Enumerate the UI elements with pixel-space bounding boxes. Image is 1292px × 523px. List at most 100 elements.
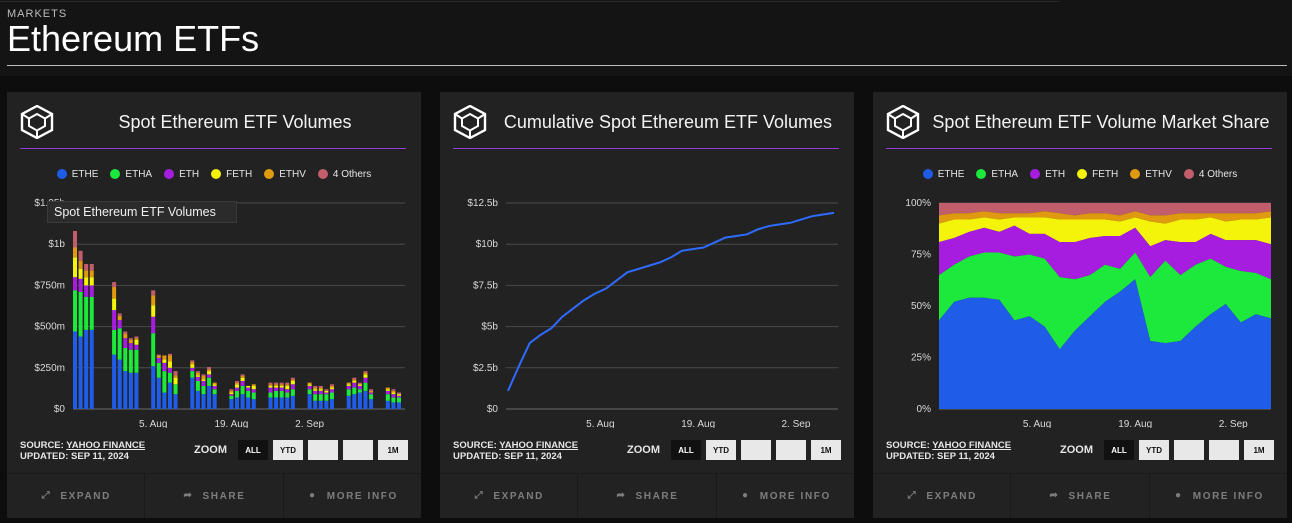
zoom-button[interactable]: [776, 440, 806, 460]
x-tick-label: 2. Sep: [782, 419, 811, 428]
bar-segment: [84, 296, 89, 330]
bar-segment: [134, 336, 139, 339]
share-icon: ➦: [1049, 490, 1060, 501]
bar-segment: [167, 355, 172, 362]
bar-segment: [352, 379, 357, 381]
share-label: SHARE: [202, 490, 246, 502]
bar-segment: [195, 390, 200, 409]
zoom-button[interactable]: ALL: [238, 440, 268, 460]
more-info-button[interactable]: ● MORE INFO: [717, 474, 854, 518]
bar-segment: [201, 379, 206, 381]
bar-segment: [89, 277, 94, 286]
zoom-button[interactable]: YTD: [706, 440, 736, 460]
source-link[interactable]: YAHOO FINANCE: [932, 440, 1012, 451]
bar-segment: [112, 310, 117, 330]
bar-segment: [346, 385, 351, 390]
bar-segment: [112, 298, 117, 311]
bar-segment: [251, 399, 256, 409]
bar-segment: [212, 394, 217, 409]
bar-segment: [190, 371, 195, 378]
bar-segment: [290, 380, 295, 385]
bar-segment: [123, 338, 128, 349]
zoom-button[interactable]: [741, 440, 771, 460]
bar-segment: [246, 387, 251, 391]
share-button[interactable]: ➦ SHARE: [578, 474, 717, 518]
zoom-button[interactable]: [343, 440, 373, 460]
expand-button[interactable]: ⤢ EXPAND: [7, 474, 146, 518]
bar-segment: [369, 392, 374, 395]
bar-segment: [324, 390, 329, 393]
title-rule: [7, 65, 1287, 66]
bar-segment: [363, 382, 368, 391]
chart-plot: $0 $2.5b $5b $7.5b $10b $12.5b 5. Aug 19. Aug 2.…: [467, 198, 838, 428]
card-title: Spot Ethereum ETF Volumes: [118, 112, 352, 132]
bar-segment: [279, 397, 284, 409]
bar-segment: [290, 377, 295, 380]
legend-item[interactable]: FETH: [211, 166, 252, 182]
bar-segment: [156, 354, 161, 356]
bar-segment: [240, 376, 245, 378]
updated-date: UPDATED: SEP 11, 2024: [886, 451, 995, 462]
legend-item[interactable]: ETHE: [56, 166, 98, 182]
legend-item[interactable]: ETH: [1030, 166, 1065, 182]
bar-segment: [285, 384, 290, 386]
legend-item[interactable]: ETHA: [110, 166, 152, 182]
zoom-button[interactable]: YTD: [273, 440, 303, 460]
bar-segment: [84, 285, 89, 297]
more-info-button[interactable]: ● MORE INFO: [1150, 474, 1287, 518]
legend-item[interactable]: ETHV: [1130, 166, 1172, 182]
zoom-button[interactable]: YTD: [1139, 440, 1169, 460]
bar-segment: [84, 263, 89, 271]
zoom-button[interactable]: [1174, 440, 1204, 460]
source-link[interactable]: YAHOO FINANCE: [499, 440, 579, 451]
legend-label: FETH: [1092, 168, 1119, 180]
bar-segment: [78, 291, 83, 337]
zoom-controls: ZOOM ALL YTD 1M: [194, 440, 408, 460]
legend-item[interactable]: ETHA: [976, 166, 1018, 182]
legend-item[interactable]: 4 Others: [1183, 166, 1237, 182]
cube-logo-icon: [886, 105, 920, 139]
zoom-button[interactable]: ALL: [1104, 440, 1134, 460]
bar-segment: [89, 329, 94, 409]
bar-segment: [117, 313, 122, 316]
bar-segment: [173, 371, 178, 376]
share-button[interactable]: ➦ SHARE: [145, 474, 284, 518]
bar-segment: [391, 397, 396, 403]
bar-segment: [128, 339, 133, 344]
legend-item[interactable]: FETH: [1077, 166, 1118, 182]
bar-segment: [73, 290, 77, 332]
area-series: [939, 279, 1271, 409]
zoom-button[interactable]: 1M: [811, 440, 841, 460]
bar-segment: [385, 394, 390, 401]
source-link[interactable]: YAHOO FINANCE: [66, 440, 146, 451]
source-info: SOURCE: YAHOO FINANCE UPDATED: SEP 11, 2…: [886, 440, 1011, 462]
legend-dot-icon: [1030, 169, 1041, 179]
expand-button[interactable]: ⤢ EXPAND: [440, 474, 579, 518]
x-tick-label: 2. Sep: [295, 419, 324, 428]
bar-segment: [329, 387, 334, 390]
area-series: [939, 211, 1271, 224]
legend-item[interactable]: ETH: [164, 166, 199, 182]
bar-segment: [73, 231, 77, 248]
bar-segment: [190, 362, 195, 365]
x-tick-label: 2. Sep: [1219, 419, 1248, 428]
zoom-button[interactable]: [1209, 440, 1239, 460]
legend-item[interactable]: ETHV: [264, 166, 306, 182]
legend-item[interactable]: 4 Others: [317, 166, 371, 182]
zoom-button[interactable]: 1M: [378, 440, 408, 460]
bar-segment: [324, 394, 329, 401]
legend-dot-icon: [110, 169, 121, 179]
zoom-button[interactable]: [308, 440, 338, 460]
legend-item[interactable]: ETHE: [922, 166, 964, 182]
header-top-line: [0, 1, 1060, 2]
zoom-button[interactable]: 1M: [1244, 440, 1274, 460]
zoom-button[interactable]: ALL: [671, 440, 701, 460]
bar-segment: [117, 359, 122, 409]
share-button[interactable]: ➦ SHARE: [1011, 474, 1150, 518]
bar-segment: [78, 260, 83, 269]
bar-segment: [268, 385, 273, 388]
bar-segment: [279, 390, 284, 398]
bar-segment: [363, 377, 368, 383]
expand-button[interactable]: ⤢ EXPAND: [873, 474, 1012, 518]
more-info-button[interactable]: ● MORE INFO: [284, 474, 421, 518]
